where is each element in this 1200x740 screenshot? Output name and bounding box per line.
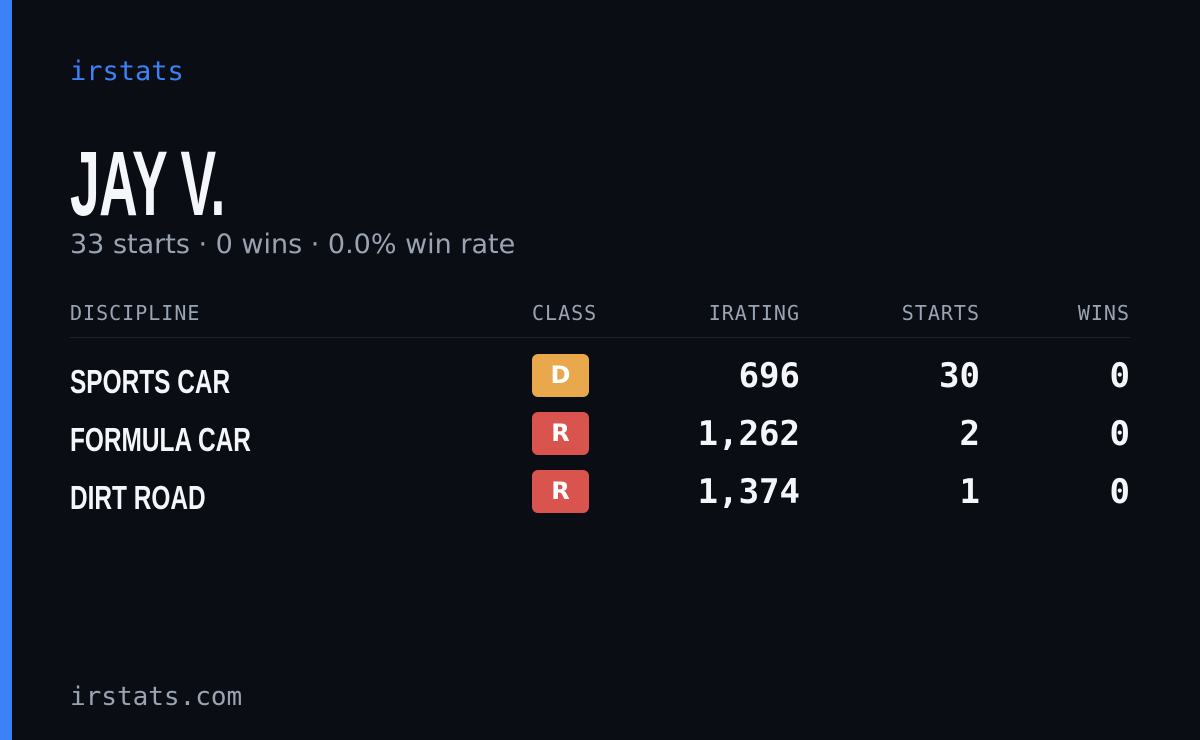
brand: irstats	[70, 56, 184, 87]
column-header: STARTS	[901, 301, 980, 325]
column-header: IRATING	[708, 301, 800, 325]
irating: 1,262	[697, 414, 800, 454]
driver-name: JAY V.	[70, 133, 225, 235]
column-header: WINS	[1077, 301, 1130, 325]
starts: 30	[939, 356, 980, 396]
accent-bar	[0, 0, 12, 740]
discipline: FORMULA CAR	[70, 421, 251, 458]
wins: 0	[1109, 472, 1130, 512]
class-badge: R	[532, 470, 589, 513]
footer: irstats.com	[70, 682, 243, 712]
irating: 696	[738, 356, 800, 396]
wins: 0	[1109, 356, 1130, 396]
wins: 0	[1109, 414, 1130, 454]
irating: 1,374	[697, 472, 800, 512]
column-header: DISCIPLINE	[70, 301, 201, 325]
summary: 33 starts · 0 wins · 0.0% win rate	[70, 229, 516, 260]
discipline: SPORTS CAR	[70, 363, 231, 400]
class-badge: R	[532, 412, 589, 455]
discipline: DIRT ROAD	[70, 479, 206, 516]
class-badge: D	[532, 354, 589, 397]
header-rule	[70, 337, 1130, 338]
starts: 1	[959, 472, 980, 512]
starts: 2	[959, 414, 980, 454]
column-header: CLASS	[532, 301, 598, 325]
